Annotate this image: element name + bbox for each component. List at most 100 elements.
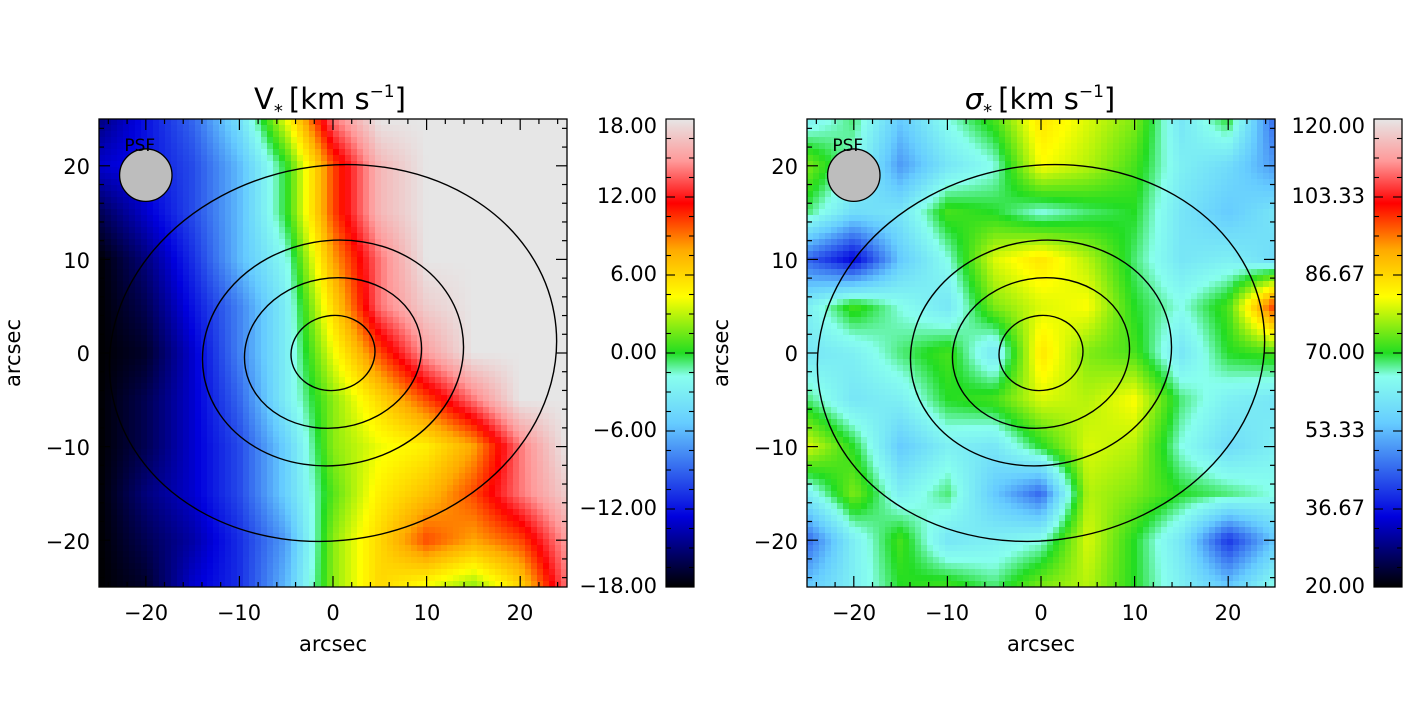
map-cell (273, 155, 280, 162)
map-cell (405, 143, 412, 150)
map-cell (357, 479, 364, 486)
map-cell (405, 191, 412, 198)
map-cell (285, 299, 292, 306)
map-cell (123, 353, 130, 360)
map-cell (465, 335, 472, 342)
map-cell (417, 281, 424, 288)
map-cell (339, 449, 346, 456)
map-cell (123, 347, 130, 354)
map-cell (213, 497, 220, 504)
map-cell (471, 293, 478, 300)
map-cell (111, 371, 118, 378)
map-cell (561, 329, 567, 336)
map-cell (357, 347, 364, 354)
map-cell (447, 281, 454, 288)
map-cell (267, 215, 274, 222)
map-cell (249, 137, 256, 144)
map-cell (237, 311, 244, 318)
map-cell (207, 227, 214, 234)
map-cell (171, 461, 178, 468)
map-cell (351, 221, 358, 228)
map-cell (189, 383, 196, 390)
map-cell (513, 473, 520, 480)
map-cell (507, 227, 514, 234)
map-cell (141, 119, 148, 126)
map-cell (285, 245, 292, 252)
map-cell (123, 209, 130, 216)
map-cell (345, 407, 352, 414)
map-cell (525, 203, 532, 210)
map-cell (393, 365, 400, 372)
map-cell (171, 455, 178, 462)
map-cell (525, 407, 532, 414)
map-cell (105, 413, 112, 420)
map-cell (537, 335, 544, 342)
map-cell (453, 275, 460, 282)
map-cell (279, 137, 286, 144)
map-cell (471, 215, 478, 222)
map-cell (159, 401, 166, 408)
map-cell (243, 329, 250, 336)
map-cell (351, 431, 358, 438)
map-cell (303, 149, 310, 156)
map-cell (153, 233, 160, 240)
map-cell (219, 197, 226, 204)
map-cell (201, 269, 208, 276)
map-cell (327, 467, 334, 474)
map-cell (183, 359, 190, 366)
map-cell (405, 293, 412, 300)
map-cell (315, 227, 322, 234)
map-cell (129, 197, 136, 204)
map-cell (249, 221, 256, 228)
map-cell (513, 191, 520, 198)
map-cell (141, 215, 148, 222)
map-cell (177, 323, 184, 330)
map-cell (339, 377, 346, 384)
map-cell (531, 323, 538, 330)
map-cell (531, 185, 538, 192)
map-cell (207, 293, 214, 300)
map-cell (501, 257, 508, 264)
map-cell (321, 395, 328, 402)
map-cell (111, 215, 118, 222)
map-cell (399, 173, 406, 180)
map-cell (231, 485, 238, 492)
map-cell (225, 263, 232, 270)
map-cell (315, 305, 322, 312)
map-cell (291, 155, 298, 162)
map-cell (531, 203, 538, 210)
map-cell (225, 227, 232, 234)
map-cell (129, 395, 136, 402)
map-cell (501, 395, 508, 402)
map-cell (261, 263, 268, 270)
map-cell (381, 359, 388, 366)
map-cell (237, 431, 244, 438)
map-cell (291, 203, 298, 210)
map-cell (225, 221, 232, 228)
map-cell (375, 275, 382, 282)
map-cell (459, 209, 466, 216)
map-cell (507, 443, 514, 450)
map-cell (477, 287, 484, 294)
map-cell (375, 449, 382, 456)
map-cell (153, 215, 160, 222)
map-cell (507, 233, 514, 240)
map-cell (129, 413, 136, 420)
map-cell (315, 245, 322, 252)
map-cell (243, 245, 250, 252)
map-cell (297, 185, 304, 192)
map-cell (123, 233, 130, 240)
map-cell (519, 455, 526, 462)
map-cell (261, 185, 268, 192)
map-cell (219, 413, 226, 420)
map-cell (261, 491, 268, 498)
map-cell (135, 305, 142, 312)
map-cell (495, 479, 502, 486)
map-cell (315, 173, 322, 180)
map-cell (537, 329, 544, 336)
map-cell (267, 197, 274, 204)
map-cell (237, 137, 244, 144)
map-cell (411, 443, 418, 450)
map-cell (321, 473, 328, 480)
map-cell (507, 209, 514, 216)
